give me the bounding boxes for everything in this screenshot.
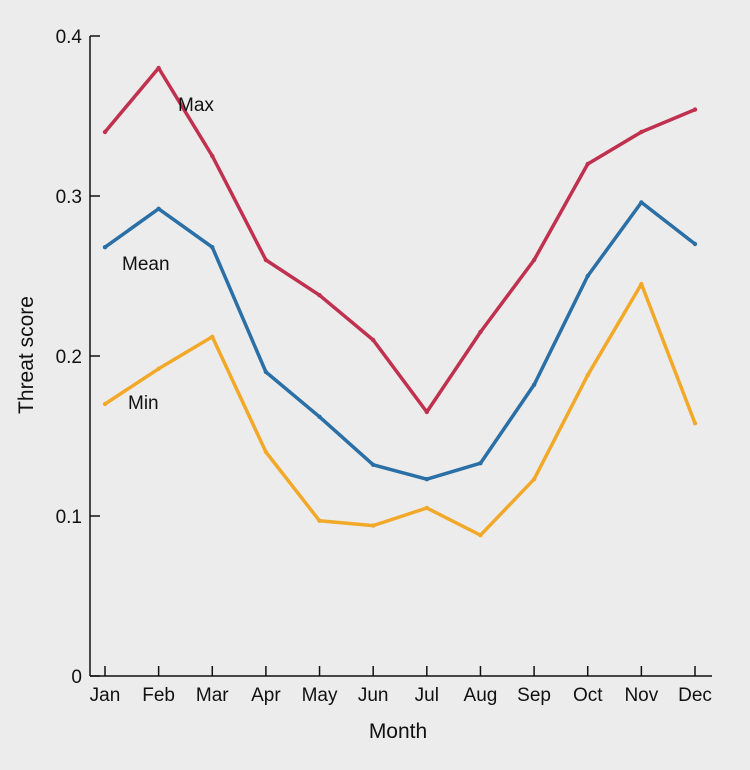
x-axis-title: Month xyxy=(369,720,427,743)
data-point-mean xyxy=(263,369,269,375)
data-point-min xyxy=(692,421,698,426)
data-point-max xyxy=(478,329,483,335)
data-point-max xyxy=(692,107,698,112)
data-point-mean xyxy=(424,477,430,482)
x-tick-label: May xyxy=(302,685,338,706)
data-point-max xyxy=(424,409,430,415)
series-label-min: Min xyxy=(128,393,159,414)
data-point-max xyxy=(370,337,376,343)
data-point-min xyxy=(102,401,108,407)
data-point-mean xyxy=(317,414,322,419)
data-point-mean xyxy=(210,245,215,250)
series-layer: Max Mean Min xyxy=(102,65,698,538)
x-tick-label: Jun xyxy=(358,685,389,706)
y-axis-title: Threat score xyxy=(15,296,38,414)
series-line-mean xyxy=(103,200,697,481)
data-point-mean xyxy=(692,241,698,247)
data-point-min xyxy=(370,523,376,528)
data-point-max xyxy=(156,65,161,71)
data-point-min xyxy=(263,449,269,455)
x-tick-label: Sep xyxy=(517,685,551,706)
y-tick-label: 0 xyxy=(71,667,82,688)
data-point-mean xyxy=(156,206,161,211)
data-point-max xyxy=(210,153,215,159)
x-tick-label: Aug xyxy=(464,685,498,706)
ticks-layer: 0 0.1 0.2 0.3 0.4 Jan Feb Mar Apr May Jun Jul Aug Sep… xyxy=(56,27,712,706)
series-line-min xyxy=(103,282,697,537)
data-point-mean xyxy=(102,245,108,250)
data-point-mean xyxy=(585,273,590,279)
x-tick-label: Feb xyxy=(142,685,175,706)
data-point-max xyxy=(263,257,269,263)
data-point-min xyxy=(585,373,590,378)
data-point-min xyxy=(156,366,161,371)
data-point-min xyxy=(478,533,483,538)
y-tick-label: 0.2 xyxy=(56,347,82,368)
data-point-min xyxy=(639,281,644,287)
series-label-mean: Mean xyxy=(122,254,170,275)
data-point-mean xyxy=(531,382,537,387)
data-point-max xyxy=(585,161,590,167)
data-point-max xyxy=(102,129,108,135)
data-point-min xyxy=(531,477,537,482)
x-tick-label: Apr xyxy=(251,685,281,706)
data-point-min xyxy=(317,518,322,523)
x-tick-label: Dec xyxy=(678,685,712,706)
x-tick-label: Jan xyxy=(90,685,121,706)
data-point-mean xyxy=(370,462,376,467)
x-tick-label: Mar xyxy=(196,685,229,706)
data-point-mean xyxy=(639,200,644,205)
x-tick-label: Oct xyxy=(573,685,603,706)
x-tick-label: Nov xyxy=(624,685,658,706)
series-line-max xyxy=(103,66,697,414)
x-tick-label: Jul xyxy=(415,685,439,706)
y-tick-label: 0.4 xyxy=(56,27,83,48)
data-point-mean xyxy=(478,461,483,466)
data-point-min xyxy=(424,505,430,511)
data-point-max xyxy=(639,129,644,135)
series-label-max: Max xyxy=(178,95,214,116)
y-tick-label: 0.3 xyxy=(56,187,82,208)
y-tick-label: 0.1 xyxy=(56,507,82,528)
data-point-max xyxy=(317,293,322,298)
data-point-max xyxy=(531,257,537,263)
data-point-min xyxy=(210,334,215,339)
